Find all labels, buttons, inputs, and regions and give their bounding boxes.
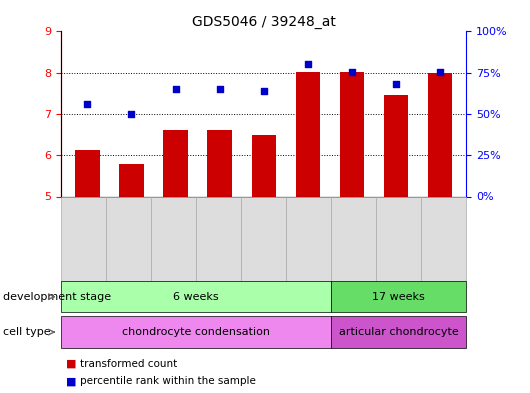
Text: development stage: development stage (3, 292, 111, 302)
Point (83, 101, 92, 107)
Bar (252, 136, 276, 196)
Text: 6 weeks: 6 weeks (173, 292, 219, 302)
Text: chondrocyte condensation: chondrocyte condensation (122, 327, 270, 337)
Text: 17 weeks: 17 weeks (373, 292, 425, 302)
Point (348, 69, 356, 75)
Bar (428, 73, 452, 196)
Point (436, 69, 444, 75)
Bar (296, 72, 320, 196)
Point (260, 88, 268, 94)
Point (127, 111, 136, 117)
Point (171, 86, 180, 92)
Text: ■: ■ (66, 376, 77, 386)
Text: transformed count: transformed count (80, 358, 176, 369)
Title: GDS5046 / 39248_at: GDS5046 / 39248_at (192, 15, 335, 29)
Point (392, 81, 400, 87)
Text: cell type: cell type (3, 327, 50, 337)
Text: percentile rank within the sample: percentile rank within the sample (80, 376, 255, 386)
Bar (119, 164, 144, 196)
Text: ■: ■ (66, 358, 77, 369)
Bar (340, 72, 364, 196)
Bar (384, 95, 408, 196)
Bar (163, 130, 188, 196)
Point (304, 61, 312, 67)
Bar (207, 130, 232, 196)
Point (215, 86, 224, 92)
Bar (75, 150, 100, 196)
Text: articular chondrocyte: articular chondrocyte (339, 327, 458, 337)
